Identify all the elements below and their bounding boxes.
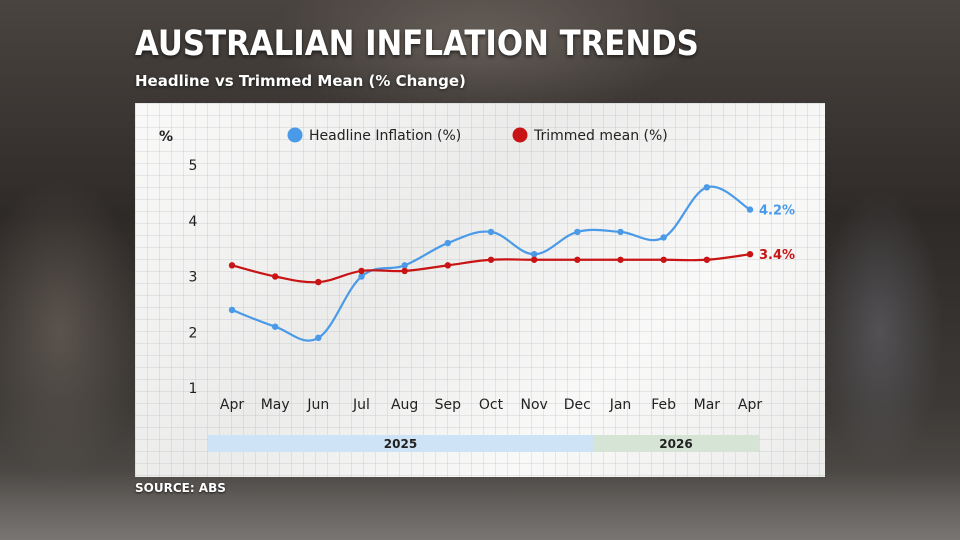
chart-legend: Headline Inflation (%) Trimmed mean (%)	[287, 127, 668, 144]
page-title: AUSTRALIAN INFLATION TRENDS	[135, 24, 699, 64]
x-tick-label: Sep	[435, 397, 462, 413]
x-tick-label: Jun	[306, 397, 329, 413]
data-point	[487, 256, 495, 263]
data-point	[746, 251, 754, 258]
data-point	[401, 267, 408, 275]
source-credit: SOURCE: ABS	[135, 481, 226, 495]
x-tick-label: Mar	[694, 397, 721, 413]
y-axis-unit-label: %	[159, 129, 173, 145]
series-end-labels: 4.2% 3.4%	[759, 204, 795, 264]
page-subtitle: Headline vs Trimmed Mean (% Change)	[135, 72, 466, 90]
legend-swatch	[512, 127, 528, 143]
data-point	[660, 256, 667, 263]
data-point	[271, 323, 279, 330]
year-bands: 2025 2026	[208, 435, 759, 452]
y-tick-label: 4	[189, 214, 198, 230]
y-tick-label: 5	[189, 158, 198, 174]
x-tick-label: Apr	[738, 397, 762, 413]
data-point	[574, 256, 581, 263]
year-band-2026	[593, 435, 759, 452]
data-point	[703, 184, 711, 191]
year-band-2025	[208, 435, 593, 452]
x-tick-label: Aug	[391, 397, 418, 413]
inflation-line-chart: % Headline Inflation (%) Trimmed mean (%)…	[159, 127, 795, 452]
x-tick-label: Nov	[521, 397, 548, 413]
data-point	[444, 239, 452, 247]
x-axis-ticks: Apr May Jun Jul Aug Sep Oct Nov Dec Jan Feb Mar Apr	[220, 397, 762, 413]
legend-swatch	[287, 127, 303, 143]
legend-label: Headline Inflation (%)	[309, 128, 461, 144]
series-lines	[231, 185, 751, 342]
year-label: 2025	[384, 437, 417, 451]
data-point	[401, 262, 408, 269]
background-street	[0, 470, 960, 540]
x-tick-label: Apr	[220, 397, 244, 413]
data-point	[530, 251, 538, 258]
data-point	[271, 273, 279, 280]
data-point	[487, 228, 495, 236]
data-point	[574, 228, 581, 236]
data-point	[358, 273, 365, 280]
series-line-0	[231, 185, 751, 342]
data-point	[315, 278, 322, 286]
y-axis-ticks: 1 2 3 4 5	[189, 158, 198, 397]
x-tick-label: May	[261, 397, 290, 413]
x-tick-label: Jan	[609, 397, 632, 413]
data-point	[530, 256, 538, 263]
y-tick-label: 2	[189, 325, 198, 341]
data-point	[746, 206, 754, 213]
data-point	[703, 256, 711, 263]
data-point	[228, 306, 236, 314]
x-tick-label: Jul	[352, 397, 370, 413]
data-point	[617, 256, 624, 263]
chart-panel: % Headline Inflation (%) Trimmed mean (%)…	[135, 103, 825, 477]
data-point	[617, 228, 624, 236]
series-end-label: 3.4%	[759, 248, 795, 263]
data-point	[444, 262, 452, 269]
series-end-label: 4.2%	[759, 204, 795, 219]
series-points	[228, 184, 754, 342]
data-point	[660, 234, 667, 241]
year-label: 2026	[659, 437, 692, 451]
x-tick-label: Feb	[651, 397, 676, 413]
y-tick-label: 3	[189, 270, 198, 286]
x-tick-label: Oct	[479, 397, 504, 413]
data-point	[315, 334, 322, 342]
y-tick-label: 1	[189, 381, 198, 397]
legend-label: Trimmed mean (%)	[533, 128, 668, 144]
x-tick-label: Dec	[564, 397, 591, 413]
data-point	[228, 262, 236, 269]
data-point	[358, 267, 365, 275]
